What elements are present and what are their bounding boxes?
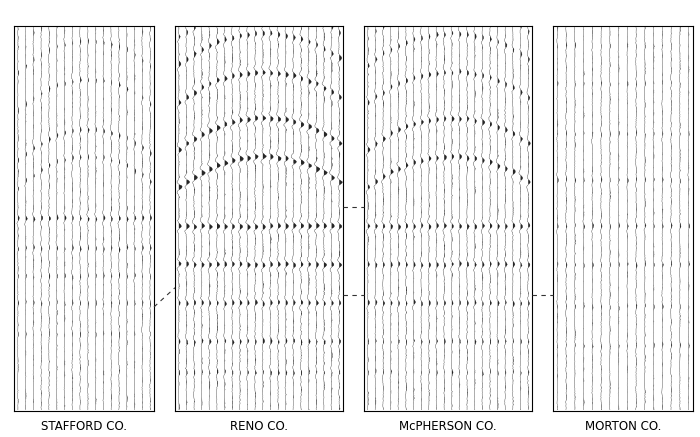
Text: MORTON CO.: MORTON CO. xyxy=(584,420,662,433)
Text: RENO CO.: RENO CO. xyxy=(230,420,288,433)
Text: STAFFORD CO.: STAFFORD CO. xyxy=(41,420,127,433)
Text: McPHERSON CO.: McPHERSON CO. xyxy=(399,420,497,433)
